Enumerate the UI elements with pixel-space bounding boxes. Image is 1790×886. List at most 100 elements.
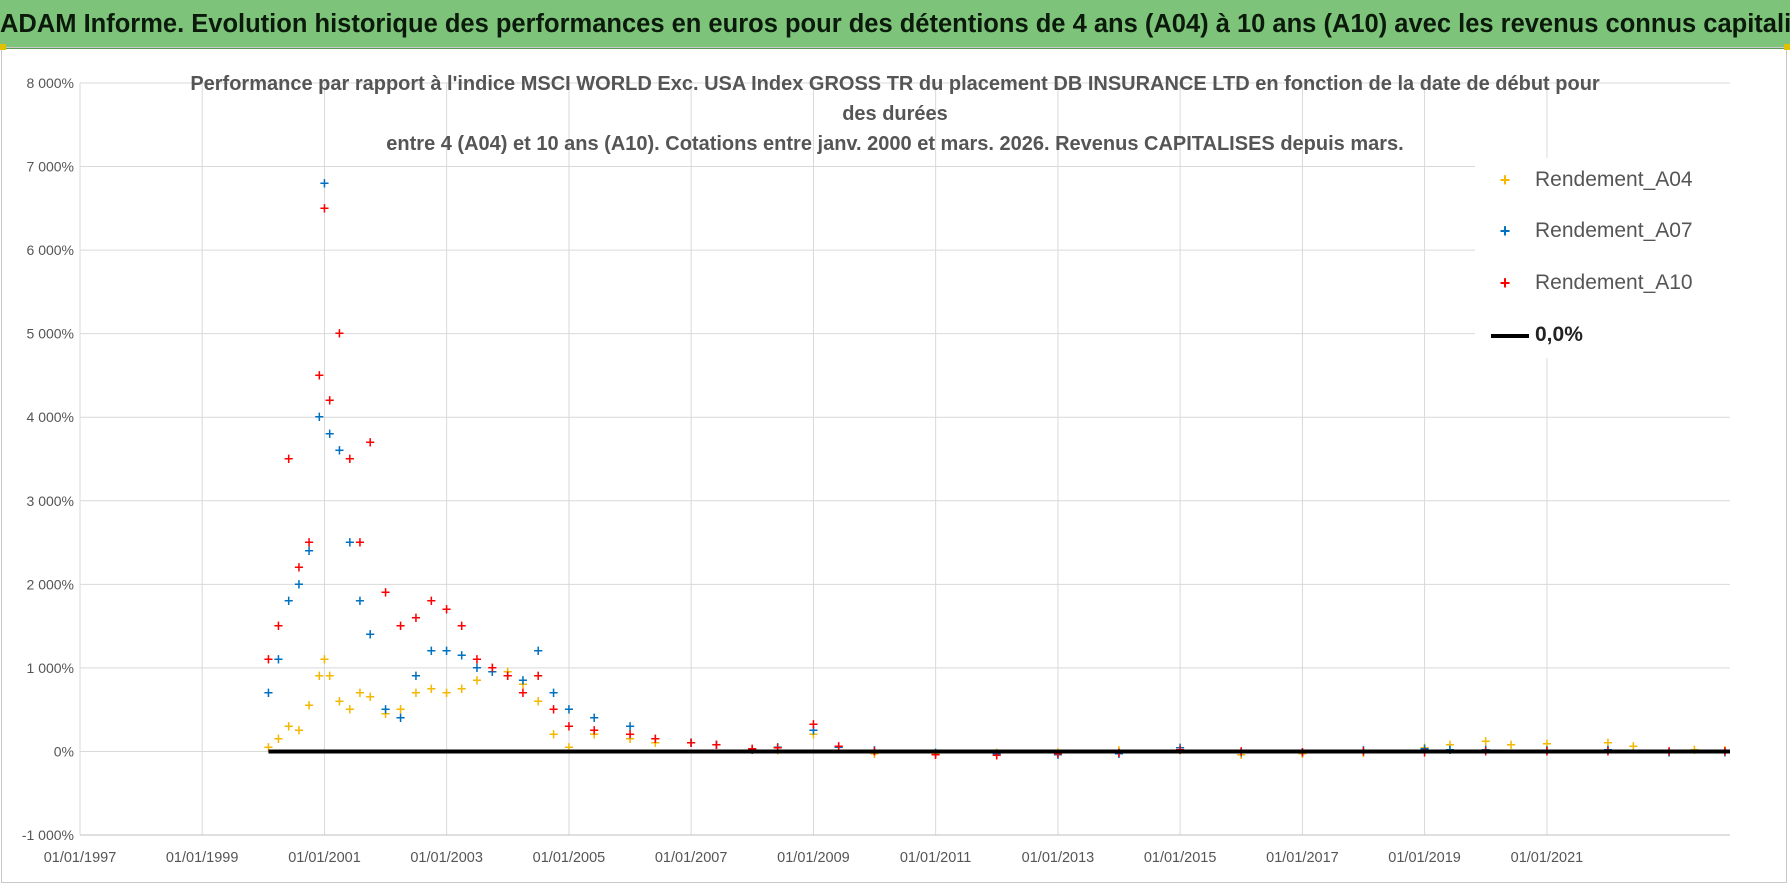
x-tick-label: 01/01/2019 (1388, 850, 1461, 866)
data-point: + (344, 452, 355, 467)
chart-title-line-3: entre 4 (A04) et 10 ans (A10). Cotations… (386, 133, 1404, 155)
data-point: + (344, 703, 355, 718)
data-point: + (518, 678, 529, 693)
data-point: + (263, 686, 274, 701)
y-tick-label: 3 000% (27, 493, 74, 509)
data-point: + (365, 435, 376, 450)
data-point: + (533, 669, 544, 684)
plus-marker-icon: + (1499, 273, 1511, 293)
data-point: + (502, 669, 513, 684)
data-point: + (991, 746, 1002, 761)
data-point: + (1419, 741, 1430, 756)
data-point: + (441, 644, 452, 659)
data-point: + (487, 661, 498, 676)
data-point: + (1053, 747, 1064, 762)
data-point: + (518, 673, 529, 688)
data-point: + (564, 740, 575, 755)
data-point: + (1236, 748, 1247, 763)
x-tick-label: 01/01/2005 (533, 850, 606, 866)
banner-title: ADAM Informe. Evolution historique des p… (0, 10, 1790, 38)
data-point: + (304, 544, 315, 559)
x-tick-label: 01/01/1999 (166, 850, 239, 866)
data-point: + (930, 746, 941, 761)
data-point: + (334, 694, 345, 709)
data-point: + (650, 732, 661, 747)
legend-label-a04: Rendement_A04 (1535, 168, 1693, 191)
banner (0, 0, 1790, 49)
data-point: + (471, 653, 482, 668)
data-point: + (625, 719, 636, 734)
data-point: + (273, 653, 284, 668)
data-point: + (686, 736, 697, 751)
data-point: + (1114, 746, 1125, 761)
data-point: + (365, 628, 376, 643)
data-point: + (293, 724, 304, 739)
chart-frame (1, 47, 1787, 883)
data-point: + (355, 686, 366, 701)
data-point: + (355, 594, 366, 609)
line-marker-icon (1491, 334, 1529, 338)
data-point: + (1444, 738, 1455, 753)
data-point: + (1175, 741, 1186, 756)
data-point: + (380, 703, 391, 718)
data-point: + (1603, 736, 1614, 751)
legend-label-a07: Rendement_A07 (1535, 219, 1693, 242)
data-point: + (533, 644, 544, 659)
data-point: + (1480, 734, 1491, 749)
legend: + Rendement_A04 + Rendement_A07 + Rendem… (1475, 158, 1735, 358)
data-point: + (283, 719, 294, 734)
corner-marker-left (0, 44, 6, 50)
x-tick-label: 01/01/2009 (777, 850, 850, 866)
data-point: + (625, 732, 636, 747)
data-point: + (441, 602, 452, 617)
data-point: + (319, 176, 330, 191)
data-point: + (625, 728, 636, 743)
y-tick-label: 5 000% (27, 326, 74, 342)
data-point: + (273, 619, 284, 634)
data-point: + (930, 747, 941, 762)
y-tick-label: 2 000% (27, 576, 74, 592)
data-point: + (355, 536, 366, 551)
x-tick-label: 01/01/2021 (1511, 850, 1584, 866)
data-point: + (808, 718, 819, 733)
data-point: + (686, 736, 697, 751)
data-point: + (548, 728, 559, 743)
data-point: + (395, 703, 406, 718)
y-tick-label: 8 000% (27, 75, 74, 91)
y-tick-label: 7 000% (27, 159, 74, 175)
x-tick-label: 01/01/2003 (410, 850, 483, 866)
data-point: + (548, 703, 559, 718)
data-point: + (589, 728, 600, 743)
data-point: + (456, 682, 467, 697)
data-point: + (589, 711, 600, 726)
data-point: + (380, 707, 391, 722)
data-point: + (456, 619, 467, 634)
data-point: + (833, 740, 844, 755)
corner-marker-right (1784, 44, 1790, 50)
x-tick-label: 01/01/2007 (655, 850, 728, 866)
chart-title: Performance par rapport à l'indice MSCI … (190, 69, 1600, 159)
y-tick-label: 4 000% (27, 409, 74, 425)
data-point: + (833, 740, 844, 755)
data-point: + (426, 644, 437, 659)
data-point: + (314, 368, 325, 383)
data-point: + (304, 536, 315, 551)
data-point: + (324, 427, 335, 442)
data-point: + (1541, 737, 1552, 752)
data-point: + (395, 711, 406, 726)
data-point: + (293, 577, 304, 592)
data-point: + (548, 686, 559, 701)
data-point: + (1419, 742, 1430, 757)
data-point: + (991, 749, 1002, 764)
data-point: + (471, 661, 482, 676)
data-point: + (426, 682, 437, 697)
data-point: + (456, 648, 467, 663)
x-tick-label: 01/01/2015 (1144, 850, 1217, 866)
data-point: + (1628, 739, 1639, 754)
data-point: + (380, 586, 391, 601)
legend-label-zero: 0,0% (1535, 323, 1583, 346)
data-point: + (650, 736, 661, 751)
data-point: + (283, 452, 294, 467)
data-point: + (711, 738, 722, 753)
